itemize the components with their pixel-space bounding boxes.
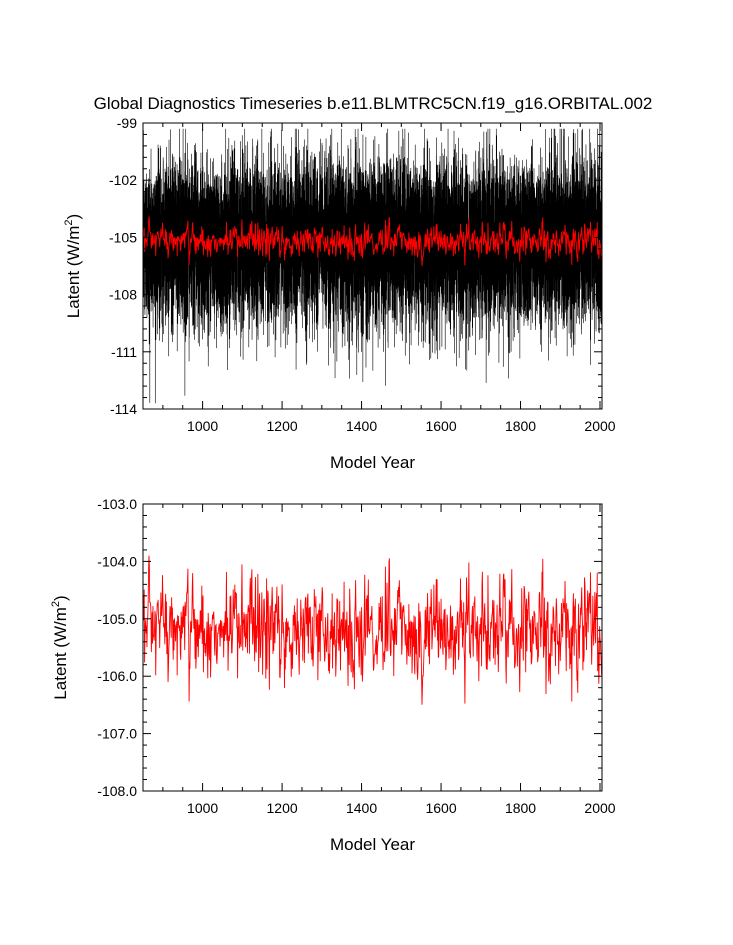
plot-area: [143, 555, 602, 705]
plot-area: [143, 128, 602, 404]
x-axis-label: Model Year: [330, 453, 415, 472]
x-tick-label: 1200: [267, 800, 298, 816]
top-panel: 1000 1200 1400 1600 1800 2000 -114 -111 -108 -105…: [63, 115, 616, 472]
x-axis-label: Model Year: [330, 835, 415, 854]
y-tick-label: -111: [111, 344, 137, 360]
annual-series-line: [143, 216, 602, 266]
y-tick-label: -105: [109, 229, 137, 245]
x-tick-label: 1600: [425, 800, 456, 816]
x-tick-label: 1400: [346, 418, 377, 434]
y-tick-label: -105.0: [97, 611, 137, 627]
y-tick-label: -114: [110, 401, 137, 417]
y-tick-label: -102: [109, 172, 137, 188]
x-tick-label: 1600: [425, 418, 456, 434]
y-axis-label: Latent (W/m2): [50, 595, 70, 699]
y-tick-label: -108: [109, 287, 137, 303]
y-tick-label: -104.0: [97, 553, 137, 569]
y-tick-label: -103.0: [97, 496, 137, 512]
monthly-series-line: [143, 128, 602, 404]
bottom-panel: 1000 1200 1400 1600 1800 2000 -108.0 -107.0 -106…: [50, 496, 616, 854]
x-tick-label: 2000: [584, 418, 615, 434]
y-tick-label: -106.0: [97, 668, 137, 684]
x-tick-label: 1000: [187, 418, 218, 434]
y-axis-label: Latent (W/m2): [63, 214, 83, 318]
annual-series-line: [143, 555, 602, 705]
x-tick-label: 2000: [584, 800, 615, 816]
x-tick-label: 1800: [505, 800, 536, 816]
x-tick-label: 1200: [267, 418, 298, 434]
x-tick-label: 1800: [505, 418, 536, 434]
x-tick-label: 1000: [187, 800, 218, 816]
chart-title: Global Diagnostics Timeseries b.e11.BLMT…: [94, 94, 653, 113]
y-tick-label: -107.0: [97, 726, 137, 742]
x-tick-label: 1400: [346, 800, 377, 816]
y-tick-label: -108.0: [97, 783, 137, 799]
plot-frame: [142, 503, 603, 792]
plot-frame: [142, 122, 603, 410]
y-tick-label: -99: [117, 115, 137, 131]
